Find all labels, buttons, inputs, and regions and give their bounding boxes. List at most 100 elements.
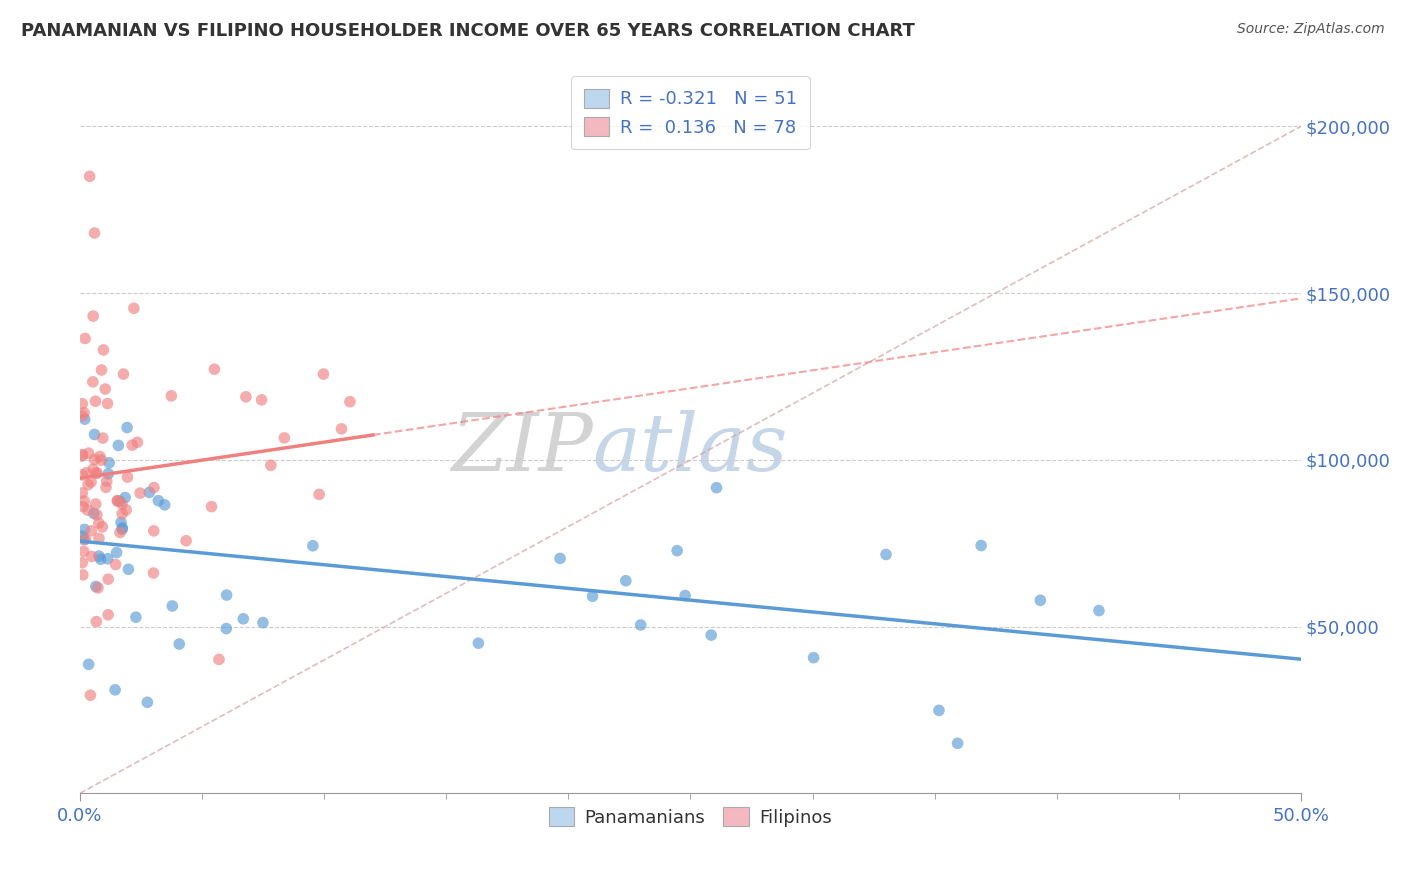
Point — [98, 456, 121, 470]
Point — [117, 562, 139, 576]
Point — [204, 362, 226, 376]
Point — [79, 169, 101, 184]
Point — [115, 420, 138, 434]
Point — [76, 503, 98, 517]
Point — [153, 498, 176, 512]
Point — [215, 588, 238, 602]
Point — [111, 497, 134, 511]
Point — [97, 607, 120, 622]
Point — [72, 467, 94, 482]
Point — [86, 466, 108, 480]
Point — [160, 389, 183, 403]
Point — [235, 390, 257, 404]
Point — [72, 449, 94, 463]
Point — [83, 452, 105, 467]
Text: atlas: atlas — [593, 409, 789, 487]
Point — [72, 397, 94, 411]
Point — [122, 301, 145, 316]
Point — [77, 477, 100, 491]
Point — [72, 409, 94, 423]
Point — [77, 446, 100, 460]
Point — [700, 628, 723, 642]
Point — [97, 467, 120, 481]
Point — [75, 331, 97, 345]
Point — [330, 422, 353, 436]
Point — [114, 491, 136, 505]
Point — [312, 367, 335, 381]
Point — [72, 567, 94, 582]
Point — [136, 695, 159, 709]
Point — [82, 375, 104, 389]
Point — [250, 392, 273, 407]
Point — [87, 549, 110, 563]
Point — [87, 532, 110, 546]
Point — [142, 566, 165, 580]
Point — [86, 466, 108, 480]
Point — [630, 618, 652, 632]
Point — [83, 507, 105, 521]
Point — [73, 533, 96, 547]
Point — [96, 474, 118, 488]
Point — [666, 543, 689, 558]
Point — [162, 599, 184, 613]
Point — [77, 657, 100, 672]
Point — [581, 589, 603, 603]
Point — [89, 450, 111, 464]
Point — [105, 545, 128, 559]
Point — [105, 494, 128, 508]
Point — [110, 516, 132, 530]
Point — [72, 529, 94, 543]
Point — [127, 435, 149, 450]
Point — [91, 520, 114, 534]
Point — [79, 688, 101, 702]
Point — [115, 503, 138, 517]
Point — [94, 382, 117, 396]
Point — [108, 525, 131, 540]
Point — [467, 636, 489, 650]
Point — [97, 551, 120, 566]
Point — [706, 481, 728, 495]
Point — [928, 703, 950, 717]
Point — [125, 610, 148, 624]
Point — [73, 406, 96, 420]
Point — [308, 487, 330, 501]
Point — [97, 572, 120, 586]
Text: ZIP: ZIP — [451, 409, 593, 487]
Point — [200, 500, 222, 514]
Point — [273, 431, 295, 445]
Point — [111, 507, 134, 521]
Point — [84, 579, 107, 593]
Point — [232, 612, 254, 626]
Point — [111, 521, 134, 535]
Point — [80, 475, 103, 489]
Point — [112, 367, 135, 381]
Point — [260, 458, 283, 473]
Point — [83, 226, 105, 240]
Text: Source: ZipAtlas.com: Source: ZipAtlas.com — [1237, 22, 1385, 37]
Point — [104, 682, 127, 697]
Point — [82, 462, 104, 476]
Point — [548, 551, 571, 566]
Point — [91, 431, 114, 445]
Point — [143, 481, 166, 495]
Point — [72, 544, 94, 558]
Point — [252, 615, 274, 630]
Point — [111, 522, 134, 536]
Point — [107, 493, 129, 508]
Point — [946, 736, 969, 750]
Point — [673, 589, 696, 603]
Point — [614, 574, 637, 588]
Point — [90, 453, 112, 467]
Point — [94, 480, 117, 494]
Point — [208, 652, 231, 666]
Point — [302, 539, 325, 553]
Point — [72, 486, 94, 500]
Point — [104, 558, 127, 572]
Point — [73, 412, 96, 426]
Point — [169, 637, 191, 651]
Point — [138, 485, 160, 500]
Point — [86, 508, 108, 522]
Point — [108, 494, 131, 508]
Point — [75, 533, 97, 547]
Point — [1029, 593, 1052, 607]
